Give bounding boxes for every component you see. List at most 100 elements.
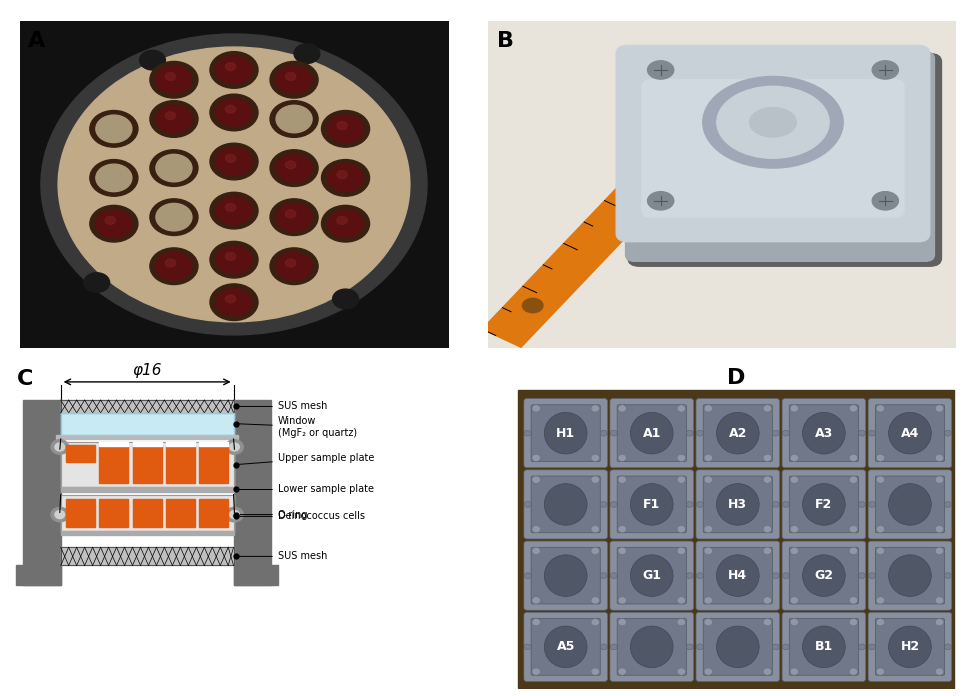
Circle shape [225,105,236,113]
Circle shape [935,596,944,604]
Circle shape [156,155,192,182]
Text: A: A [28,31,45,51]
Circle shape [96,164,132,191]
Circle shape [704,668,713,675]
Circle shape [772,430,779,436]
FancyBboxPatch shape [868,612,952,681]
Circle shape [783,644,790,650]
Circle shape [150,199,198,235]
Circle shape [677,454,685,461]
Circle shape [618,454,626,461]
FancyBboxPatch shape [703,619,772,675]
Circle shape [772,502,779,507]
Circle shape [858,502,865,507]
Ellipse shape [802,484,845,525]
Circle shape [532,454,540,461]
Circle shape [610,502,617,507]
Ellipse shape [58,47,410,322]
Circle shape [610,644,617,650]
Circle shape [877,619,884,626]
Circle shape [945,573,952,578]
Ellipse shape [544,412,587,454]
Ellipse shape [888,555,931,596]
Circle shape [150,248,198,285]
Circle shape [869,430,876,436]
Bar [166,442,195,445]
Ellipse shape [888,626,931,667]
Circle shape [139,50,166,70]
Bar [60,442,234,487]
Text: φ16: φ16 [133,363,162,377]
Circle shape [849,454,858,461]
Circle shape [935,668,944,675]
Circle shape [618,596,626,604]
Circle shape [877,476,884,483]
Circle shape [286,210,295,218]
Ellipse shape [703,77,843,168]
Circle shape [696,430,703,436]
Text: G2: G2 [814,569,834,582]
Ellipse shape [631,412,673,454]
Bar [166,499,195,527]
Circle shape [286,161,295,168]
FancyBboxPatch shape [531,619,601,675]
Circle shape [166,112,175,120]
Bar [60,547,234,565]
Circle shape [790,619,799,626]
Circle shape [601,502,607,507]
FancyBboxPatch shape [868,541,952,610]
Text: Upper sample plate: Upper sample plate [239,453,374,464]
Circle shape [532,547,540,555]
Circle shape [790,547,799,555]
Bar [99,445,129,483]
Ellipse shape [717,626,760,667]
Circle shape [610,573,617,578]
Circle shape [322,205,370,242]
Text: F2: F2 [815,498,833,511]
Circle shape [618,405,626,412]
Circle shape [877,596,884,604]
FancyBboxPatch shape [790,476,858,532]
Circle shape [704,525,713,532]
Bar [234,400,271,585]
Circle shape [216,288,252,316]
Text: F1: F1 [644,498,660,511]
Text: B1: B1 [815,640,833,654]
Circle shape [156,105,192,133]
Circle shape [618,547,626,555]
Circle shape [532,596,540,604]
Circle shape [150,150,198,187]
Circle shape [591,454,600,461]
Circle shape [849,619,858,626]
FancyBboxPatch shape [790,547,858,604]
Circle shape [763,619,771,626]
Circle shape [935,454,944,461]
FancyBboxPatch shape [876,405,945,461]
Circle shape [294,44,320,63]
Ellipse shape [544,484,587,525]
Circle shape [935,619,944,626]
Bar [60,413,234,434]
Bar [60,547,234,565]
Circle shape [686,644,693,650]
Bar [133,445,162,483]
Text: H1: H1 [556,427,575,440]
FancyBboxPatch shape [524,612,607,681]
FancyBboxPatch shape [642,80,904,217]
Circle shape [328,115,364,143]
Circle shape [90,111,137,147]
Circle shape [225,295,236,303]
Circle shape [790,525,799,532]
Bar [60,413,234,434]
Circle shape [677,405,685,412]
Text: D: D [727,367,745,388]
FancyBboxPatch shape [616,45,930,242]
Text: A5: A5 [557,640,575,654]
Text: O-ring: O-ring [239,509,308,520]
Bar [57,434,238,439]
Circle shape [337,122,347,129]
Ellipse shape [750,108,797,137]
Circle shape [849,668,858,675]
Bar [60,442,234,487]
FancyBboxPatch shape [617,547,686,604]
